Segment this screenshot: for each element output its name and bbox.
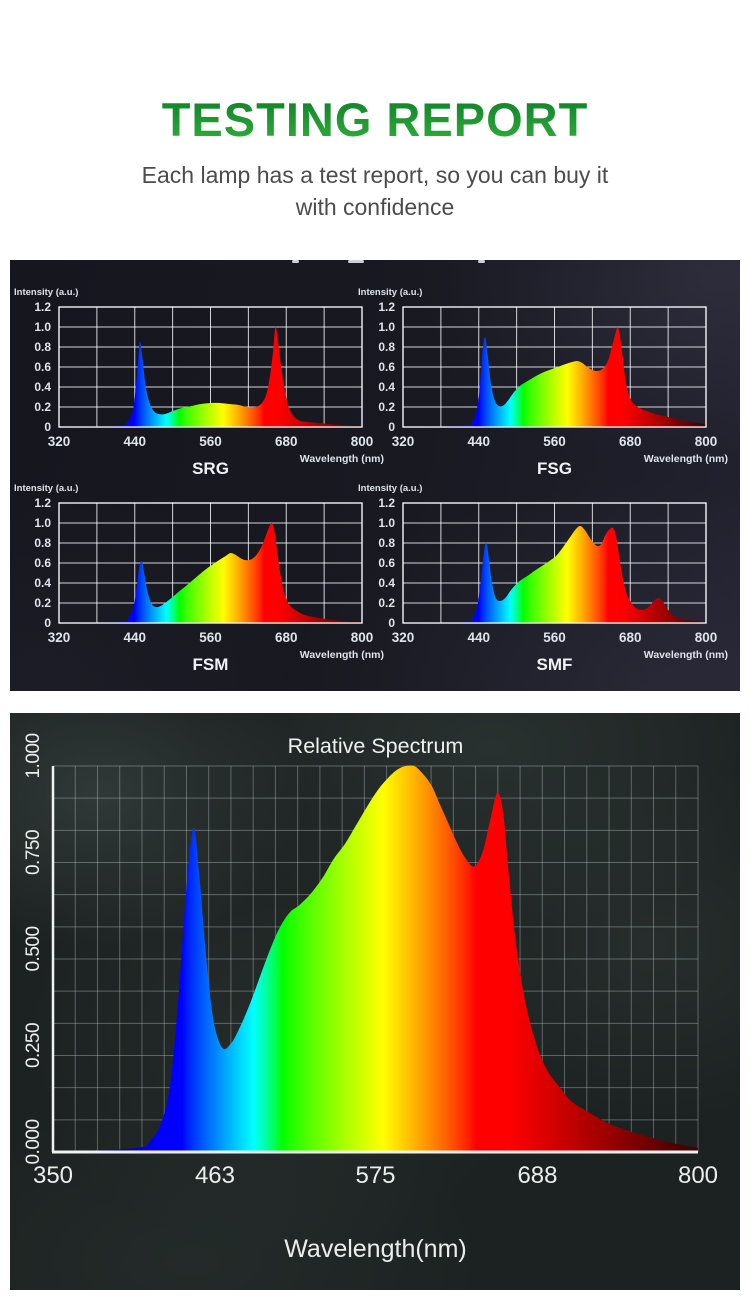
x-tick-label: 680 [619,630,642,645]
x-tick-label: 350 [33,1162,73,1189]
y-tick-label: 0.750 [23,830,44,875]
x-tick-label: 680 [275,434,298,449]
plot-frame [58,306,363,428]
y-tick-label: 0.250 [23,1023,44,1068]
y-tick-label: 0.2 [378,596,395,610]
y-tick-label: 0.2 [34,596,51,610]
spectrum-fill [403,525,706,623]
y-tick-label: 1.2 [378,496,395,510]
chart-title: Relative Spectrum [288,734,464,758]
chart-title: FSG [537,459,572,478]
x-axis-label: Wavelength (nm) [300,453,384,465]
plot-frame [402,306,707,428]
y-tick-label: 0.6 [378,360,395,374]
y-axis-label: Intensity (a.u.) [14,483,78,494]
x-axis-label: Wavelength(nm) [284,1235,466,1263]
x-tick-label: 560 [543,434,566,449]
y-tick-label: 0.4 [378,380,395,394]
x-tick-label: 463 [195,1162,235,1189]
plot-frame [58,502,363,624]
relative-spectrum-panel: Relative Spectrum 1.000 0.750 0.500 0.250 0.0… [10,713,740,1290]
x-tick-label: 800 [695,630,718,645]
y-tick-label: 1.2 [34,300,51,314]
x-tick-label: 800 [351,434,374,449]
spectrum-fill [403,326,706,427]
x-tick-label: 560 [543,630,566,645]
y-tick-label: 0.2 [34,400,51,414]
relative-spectrum-chart: Relative Spectrum 1.000 0.750 0.500 0.250 0.0… [23,733,718,1263]
y-tick-label: 0.8 [378,536,395,550]
chart-title: SRG [192,459,229,478]
y-axis-label: Intensity (a.u.) [358,483,422,494]
x-tick-label: 800 [678,1162,718,1189]
x-tick-label: 320 [48,630,71,645]
y-tick-label: 0.500 [23,926,44,971]
y-tick-label: 0 [44,420,51,434]
y-axis-label: Intensity (a.u.) [358,287,422,298]
cropped-text-artifact [348,260,364,263]
y-tick-label: 1.000 [23,733,44,778]
x-tick-label: 688 [517,1162,557,1189]
x-tick-label: 680 [619,434,642,449]
x-tick-label: 560 [199,434,222,449]
x-tick-label: 800 [695,434,718,449]
test-report-panel: Intensity (a.u.) 1.2 1.0 0.8 0.6 0.4 0.2 0 320 44… [10,260,740,691]
x-tick-label: 440 [123,434,146,449]
x-tick-label: 440 [467,434,490,449]
y-tick-label: 0.6 [34,360,51,374]
y-axis-label: Intensity (a.u.) [14,287,78,298]
x-tick-label: 320 [392,434,415,449]
y-tick-label: 0 [388,616,395,630]
y-tick-label: 1.0 [34,320,51,334]
spectrum-fill [59,326,362,427]
page-subtitle-line1: Each lamp has a test report, so you can … [141,162,609,188]
y-tick-label: 0.4 [34,576,51,590]
x-axis-label: Wavelength (nm) [300,649,384,661]
page-subtitle-line2: with confidence [295,194,455,220]
y-tick-label: 0.8 [378,340,395,354]
x-tick-label: 320 [48,434,71,449]
y-tick-label: 0.8 [34,340,51,354]
y-tick-label: 1.0 [378,516,395,530]
y-tick-label: 1.0 [34,516,51,530]
y-tick-label: 0.6 [378,556,395,570]
y-tick-label: 0.6 [34,556,51,570]
x-tick-label: 440 [467,630,490,645]
y-tick-label: 0.000 [23,1119,44,1164]
y-tick-label: 0.2 [378,400,395,414]
chart-title: SMF [537,655,573,674]
x-tick-label: 680 [275,630,298,645]
x-axis-label: Wavelength (nm) [644,649,728,661]
x-axis-label: Wavelength (nm) [644,453,728,465]
chart-title: FSM [193,655,229,674]
y-tick-label: 1.0 [378,320,395,334]
x-tick-label: 440 [123,630,146,645]
spectrum-fill [53,765,698,1152]
spectrum-fill [59,522,362,623]
y-tick-label: 0.4 [34,380,51,394]
x-tick-label: 800 [351,630,374,645]
y-tick-label: 0.8 [34,536,51,550]
x-tick-label: 575 [355,1162,395,1189]
y-tick-label: 1.2 [34,496,51,510]
cropped-text-artifact [478,260,485,263]
x-tick-label: 560 [199,630,222,645]
y-tick-label: 0 [44,616,51,630]
y-tick-label: 0.4 [378,576,395,590]
plot-frame [402,502,707,624]
page-title: TESTING REPORT [0,92,750,147]
x-tick-label: 320 [392,630,415,645]
page-subtitle: Each lamp has a test report, so you can … [0,159,750,223]
y-tick-label: 0 [388,420,395,434]
y-tick-label: 1.2 [378,300,395,314]
cropped-text-artifact [292,260,299,263]
